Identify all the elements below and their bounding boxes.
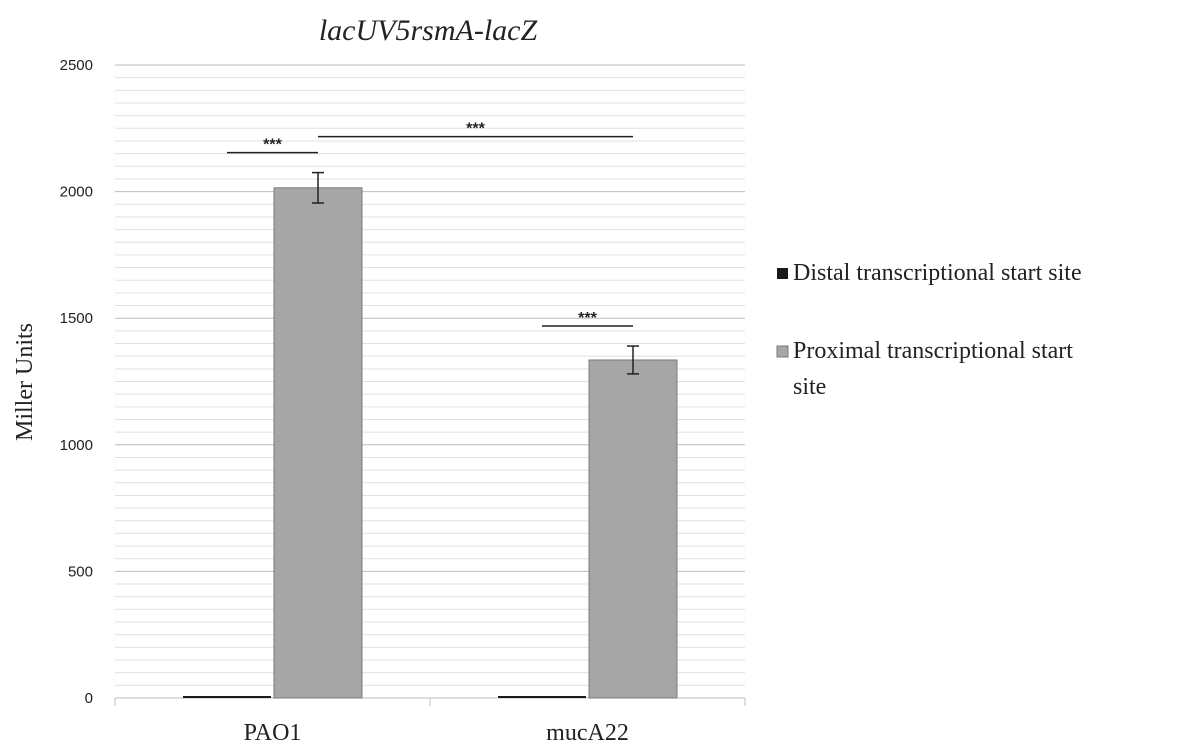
legend-entry-label: Distal transcriptional start site [793,260,1082,286]
bar [273,187,363,699]
y-tick-label: 1000 [60,437,93,454]
y-tick-label: 2500 [60,57,93,74]
x-category-label: PAO1 [244,720,302,746]
bars [183,171,678,699]
legend: Distal transcriptional start site Proxima… [776,260,1082,400]
bar [498,696,586,698]
significance-label: *** [263,137,282,154]
legend-entry-label: Proximal transcriptional start site [793,338,1073,400]
x-category-label: mucA22 [546,720,629,746]
y-tick-label: 500 [68,563,93,580]
axes: 0 500 1000 1500 2000 2500 PAO1 mucA22 [60,57,746,746]
significance-label: *** [578,310,597,327]
y-tick-label: 2000 [60,184,93,201]
y-axis-label: Miller Units [12,323,38,441]
y-tick-label: 0 [85,690,93,707]
legend-swatch [776,345,789,358]
bar [588,359,678,699]
y-tick-label: 1500 [60,310,93,327]
legend-swatch [777,268,788,279]
significance-annotations: *** *** *** [227,121,633,327]
significance-label: *** [466,121,485,138]
bar [183,696,271,698]
chart-title: lacUV5rsmA-lacZ [319,14,538,47]
